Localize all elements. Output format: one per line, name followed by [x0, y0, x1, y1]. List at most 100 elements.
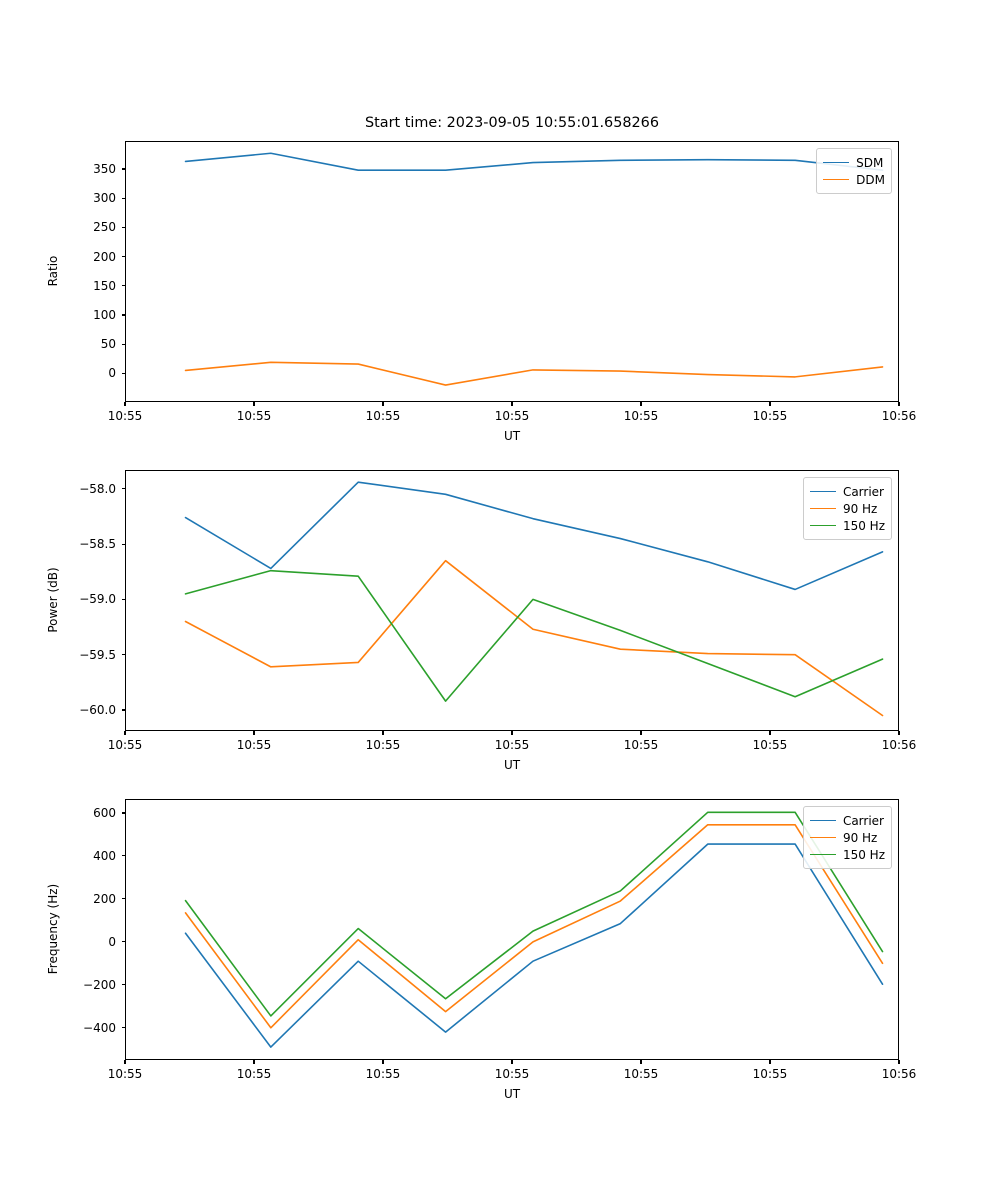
legend-label: 150 Hz [842, 847, 885, 862]
x-tick-mark [640, 402, 642, 406]
x-tick-mark [640, 1060, 642, 1064]
axes-ratio [125, 141, 899, 402]
y-tick-label: −60.0 [79, 702, 116, 717]
y-tick-label: 250 [93, 220, 116, 235]
y-tick-mark [121, 256, 125, 258]
x-axis-label-power: UT [503, 758, 521, 772]
x-tick-label: 10:55 [365, 409, 401, 423]
y-tick-mark [121, 654, 125, 656]
y-tick-label: −59.5 [79, 647, 116, 662]
x-tick-label: 10:55 [236, 1067, 272, 1081]
x-tick-mark [382, 1060, 384, 1064]
y-tick-mark [121, 314, 125, 316]
series-line-90-hz [184, 823, 884, 1029]
y-tick-mark [121, 543, 125, 545]
y-tick-label: −58.0 [79, 481, 116, 496]
x-tick-label: 10:55 [752, 409, 788, 423]
x-tick-label: 10:55 [236, 738, 272, 752]
x-tick-mark [898, 402, 900, 406]
x-tick-label: 10:56 [881, 738, 917, 752]
legend-color-swatch [823, 162, 850, 163]
y-tick-label: −58.5 [79, 537, 116, 552]
legend-power: Carrier 90 Hz 150 Hz [802, 477, 892, 540]
x-tick-label: 10:55 [752, 1067, 788, 1081]
y-tick-mark [121, 898, 125, 900]
x-axis-label-frequency: UT [503, 1087, 521, 1101]
x-tick-label: 10:55 [623, 1067, 659, 1081]
y-tick-mark [121, 168, 125, 170]
x-tick-mark [511, 731, 513, 735]
y-tick-mark [121, 285, 125, 287]
legend-color-swatch [809, 525, 836, 526]
x-axis-label-ratio: UT [503, 429, 521, 443]
x-tick-mark [511, 402, 513, 406]
y-tick-mark [121, 812, 125, 814]
y-tick-label: 400 [93, 848, 116, 863]
legend-color-swatch [823, 179, 850, 180]
y-tick-mark [121, 1027, 125, 1029]
legend-item-carrier[interactable]: Carrier [809, 483, 885, 500]
legend-color-swatch [809, 491, 836, 492]
series-line-sdm [184, 152, 884, 171]
x-tick-label: 10:55 [365, 1067, 401, 1081]
x-tick-mark [898, 731, 900, 735]
x-tick-mark [124, 402, 126, 406]
legend-item-150-hz[interactable]: 150 Hz [809, 517, 885, 534]
series-line-150-hz [184, 569, 884, 702]
x-tick-mark [769, 402, 771, 406]
y-tick-mark [121, 343, 125, 345]
x-tick-mark [640, 731, 642, 735]
y-tick-label: 150 [93, 278, 116, 293]
y-tick-label: 200 [93, 891, 116, 906]
x-tick-mark [382, 731, 384, 735]
legend-label: 150 Hz [842, 518, 885, 533]
legend-item-150-hz[interactable]: 150 Hz [809, 846, 885, 863]
x-tick-mark [124, 1060, 126, 1064]
y-tick-label: −400 [83, 1020, 116, 1035]
x-tick-label: 10:56 [881, 1067, 917, 1081]
legend-label: SDM [856, 155, 884, 170]
y-tick-label: 100 [93, 308, 116, 322]
legend-item-90-hz[interactable]: 90 Hz [809, 500, 885, 517]
x-tick-mark [898, 1060, 900, 1064]
x-tick-mark [253, 1060, 255, 1064]
x-tick-label: 10:55 [107, 409, 143, 423]
legend-color-swatch [809, 837, 836, 838]
x-tick-label: 10:55 [494, 738, 530, 752]
y-tick-mark [121, 709, 125, 711]
legend-item-sdm[interactable]: SDM [823, 154, 885, 171]
legend-item-ddm[interactable]: DDM [823, 171, 885, 188]
y-tick-label: −59.0 [79, 592, 116, 607]
x-tick-label: 10:55 [365, 738, 401, 752]
figure-title: Start time: 2023-09-05 10:55:01.658266 [364, 115, 659, 131]
series-line-carrier [184, 481, 884, 591]
series-line-carrier [184, 843, 884, 1048]
series-line-90-hz [184, 559, 884, 717]
x-tick-mark [769, 1060, 771, 1064]
legend-item-carrier[interactable]: Carrier [809, 812, 885, 829]
y-tick-label: 0 [108, 934, 116, 949]
legend-frequency: Carrier 90 Hz 150 Hz [802, 806, 892, 869]
legend-label: Carrier [842, 484, 884, 499]
x-tick-label: 10:55 [494, 409, 530, 423]
legend-item-90-hz[interactable]: 90 Hz [809, 829, 885, 846]
y-tick-mark [121, 855, 125, 857]
x-tick-label: 10:55 [236, 409, 272, 423]
x-tick-label: 10:55 [752, 738, 788, 752]
y-tick-mark [121, 488, 125, 490]
x-tick-mark [382, 402, 384, 406]
y-tick-mark [121, 598, 125, 600]
y-tick-label: 350 [93, 162, 116, 177]
x-tick-label: 10:55 [107, 738, 143, 752]
x-tick-mark [253, 402, 255, 406]
series-line-150-hz [184, 811, 884, 1017]
legend-label: DDM [856, 172, 885, 187]
y-tick-label: 300 [93, 191, 116, 206]
y-tick-mark [121, 984, 125, 986]
y-axis-label-frequency: Frequency (Hz) [46, 883, 60, 974]
x-tick-label: 10:55 [494, 1067, 530, 1081]
